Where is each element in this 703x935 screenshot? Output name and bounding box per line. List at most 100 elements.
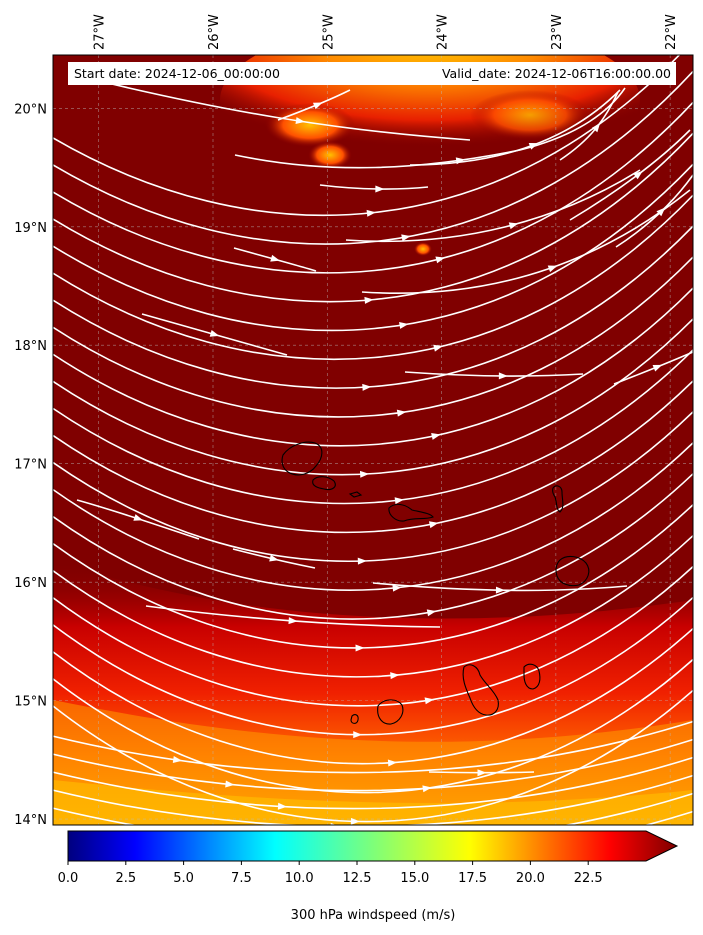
- longitude-labels: 27°W 26°W 25°W 24°W 23°W 22°W: [93, 14, 679, 50]
- streamline-arrow: [288, 617, 298, 625]
- streamline: [53, 101, 693, 274]
- island-sao-vicente: [312, 476, 336, 491]
- streamline-arrow: [433, 344, 443, 352]
- lon-label: 26°W: [207, 14, 222, 50]
- streamline: [53, 441, 693, 591]
- streamline: [53, 132, 693, 303]
- streamline-arrow: [396, 409, 407, 417]
- streamline-arrow: [133, 514, 144, 521]
- island-fogo: [377, 699, 404, 725]
- streamline-arrow: [547, 265, 558, 273]
- lon-label: 27°W: [93, 14, 108, 50]
- lat-label: 17°N: [14, 458, 47, 473]
- map-frame: [52, 54, 694, 826]
- lat-label: 19°N: [14, 221, 47, 236]
- island-maio: [523, 663, 541, 690]
- streamline-arrow: [172, 756, 183, 763]
- streamline-arrow: [269, 554, 279, 562]
- lon-label: 22°W: [664, 14, 679, 50]
- colorbar-tick-label: 2.5: [115, 871, 136, 886]
- streamline: [53, 286, 693, 447]
- streamlines: [53, 55, 693, 825]
- colorbar-tick-label: 10.0: [285, 871, 314, 886]
- streamline-arrow: [362, 383, 372, 391]
- island-santo-antao: [281, 441, 323, 476]
- streamline-arrow: [359, 470, 370, 478]
- streamline: [53, 689, 693, 823]
- streamline-arrow: [426, 609, 437, 617]
- streamline: [404, 371, 584, 377]
- streamline-arrow: [508, 222, 519, 230]
- island-sao-nicolau: [388, 503, 434, 522]
- streamline-arrow: [209, 330, 220, 337]
- streamline-arrow: [270, 254, 280, 262]
- streamline: [53, 255, 693, 418]
- streamline-arrow: [652, 364, 663, 372]
- lon-label: 23°W: [550, 14, 565, 50]
- streamline: [53, 738, 693, 792]
- colorbar-tick-label: 12.5: [343, 871, 372, 886]
- lon-label: 24°W: [436, 14, 451, 50]
- island-santa-luzia: [348, 491, 363, 498]
- streamline-arrow: [277, 802, 288, 810]
- streamline-arrow: [390, 672, 400, 680]
- streamline-arrow: [401, 234, 411, 242]
- island-boa-vista: [555, 555, 590, 587]
- island-brava: [350, 714, 359, 724]
- streamline: [53, 193, 693, 361]
- colorbar-tick-label: 20.0: [516, 871, 545, 886]
- streamline-arrow: [350, 817, 360, 825]
- streamline: [53, 410, 693, 563]
- streamline-arrow: [424, 697, 435, 705]
- streamline-arrow: [225, 780, 235, 788]
- gridlines: [53, 55, 693, 825]
- streamline: [53, 565, 693, 707]
- lat-label: 15°N: [14, 695, 47, 710]
- streamline-arrow: [591, 122, 601, 133]
- streamline-arrow: [295, 117, 305, 125]
- streamline-arrow: [366, 209, 376, 217]
- streamline-arrow: [435, 256, 445, 264]
- streamline-arrow: [312, 102, 323, 110]
- streamline: [53, 379, 693, 534]
- streamline: [233, 247, 317, 272]
- streamline: [345, 169, 641, 243]
- streamline: [53, 756, 693, 810]
- lat-label: 20°N: [14, 102, 47, 117]
- latitude-labels: 20°N 19°N 18°N 17°N 16°N 15°N 14°N: [14, 102, 47, 828]
- colorbar-tick-label: 22.5: [574, 871, 603, 886]
- streamline-arrow: [633, 171, 643, 180]
- streamline-arrow: [387, 759, 398, 767]
- colorbar-label: 300 hPa windspeed (m/s): [291, 908, 456, 923]
- streamline: [53, 162, 693, 332]
- lat-label: 18°N: [14, 339, 47, 354]
- valid-date-text: Valid_date: 2024-12-06T16:00:00.00: [442, 66, 671, 81]
- streamline-arrow: [394, 497, 404, 505]
- streamline: [145, 605, 441, 628]
- streamline: [53, 503, 693, 649]
- windspeed-field: [53, 55, 693, 825]
- streamline-arrow: [656, 207, 666, 217]
- streamline: [94, 79, 471, 141]
- colorbar: 0.0 2.5 5.0 7.5 10.0 12.5 15.0 17.5 20.0 22.5 300…: [58, 830, 679, 923]
- streamline: [53, 658, 693, 794]
- streamline-arrow: [528, 143, 539, 150]
- streamline-arrow: [495, 586, 505, 594]
- streamline: [53, 720, 693, 774]
- lon-label: 25°W: [321, 14, 336, 50]
- streamline-arrow: [498, 372, 508, 380]
- streamline: [53, 627, 693, 765]
- streamline-arrow: [364, 296, 374, 304]
- date-info-box: Start date: 2024-12-06_00:00:00 Valid_da…: [68, 62, 676, 85]
- colorbar-tick-label: 7.5: [231, 871, 252, 886]
- streamline: [234, 87, 626, 169]
- streamline-arrow: [353, 731, 363, 739]
- streamline: [53, 348, 693, 505]
- streamline: [53, 596, 693, 736]
- streamline-arrow: [355, 644, 365, 652]
- streamline-arrow: [375, 185, 385, 193]
- streamline: [53, 792, 693, 825]
- island-sal: [552, 485, 564, 513]
- streamline: [53, 317, 693, 476]
